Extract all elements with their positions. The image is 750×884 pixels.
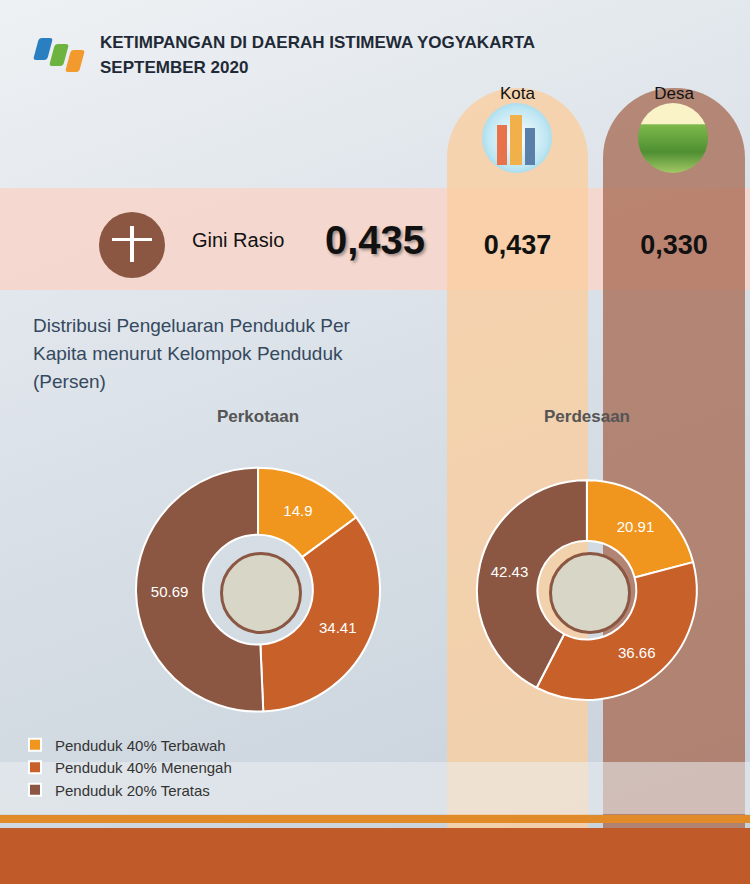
svg-text:42.43: 42.43 (491, 563, 529, 580)
html-text:Perdesaan: Perdesaan (544, 407, 630, 426)
svg-text:50.69: 50.69 (151, 583, 189, 600)
html-text:0,435: 0,435 (325, 218, 426, 262)
svg-text:14.9: 14.9 (283, 502, 312, 519)
svg-text:36.66: 36.66 (618, 644, 656, 661)
svg-text:20.91: 20.91 (617, 518, 655, 535)
svg-text:Penduduk 40% Terbawah: Penduduk 40% Terbawah (55, 737, 226, 754)
html-text:Desa: Desa (654, 84, 694, 103)
html-text:(Persen): (Persen) (33, 371, 106, 392)
svg-text:34.41: 34.41 (319, 619, 357, 636)
svg-text:Penduduk 40% Menengah: Penduduk 40% Menengah (55, 759, 232, 776)
html-text:SEPTEMBER 2020: SEPTEMBER 2020 (100, 58, 249, 77)
html-text:Distribusi Pengeluaran Pendudu: Distribusi Pengeluaran Penduduk Per (33, 315, 350, 336)
html-text:0,437: 0,437 (483, 230, 552, 260)
svg-text:Penduduk 20% Teratas: Penduduk 20% Teratas (55, 782, 210, 799)
html-text:Kota: Kota (500, 84, 535, 103)
html-text:Kapita menurut Kelompok Pendud: Kapita menurut Kelompok Penduduk (33, 343, 343, 364)
html-text:Perkotaan: Perkotaan (216, 407, 300, 426)
html-text:Gini Rasio: Gini Rasio (192, 229, 285, 251)
html-text:0,330: 0,330 (640, 230, 708, 260)
html-text:KETIMPANGAN DI DAERAH ISTIMEWA: KETIMPANGAN DI DAERAH ISTIMEWA YOGYAKART… (100, 33, 536, 52)
